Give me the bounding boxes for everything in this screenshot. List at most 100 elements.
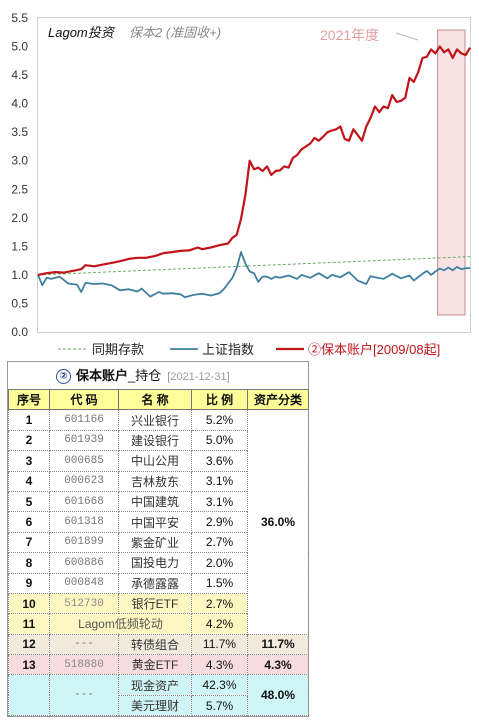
row-no: 4 [8,470,50,492]
table-row: --- 现金资产 42.3% 48.0% [8,674,309,717]
table-row: 12 --- 转债组合 11.7% 11.7% [8,633,309,656]
y-tick-label: 3.5 [11,125,28,139]
row-ratio: 2.7% [191,531,248,554]
row-no: 9 [8,572,50,594]
line-chart: 0.0 0.5 1.0 1.5 2.0 2.5 3.0 3.5 4.0 4.5 5.0 5.5 Lag… [0,0,479,360]
row-code: 000848 [49,572,119,594]
legend: 同期存款 上证指数 ②保本账户[2009/08起] [58,342,440,357]
class-bonds: 11.7% [247,633,309,656]
header-class: 资产分类 [247,388,309,411]
y-tick-label: 1.0 [11,268,28,282]
table-row: 13 518880 黄金ETF 4.3% 4.3% [8,654,309,676]
holdings-panel: ② 保本账户_持仓 [2021-12-31] 序号 代 码 名 称 比 例 资产分类… [7,361,309,718]
table-row: 4 000623 吉林敖东 3.1% [8,470,309,492]
row-ratio: 4.3% [191,654,248,676]
y-tick-label: 4.5 [11,68,28,82]
row-no: 1 [8,409,50,431]
legend-label-0: 同期存款 [92,342,144,357]
row-name: 国投电力 [118,552,192,574]
row-code: 518880 [49,654,119,676]
series-line-1 [37,251,470,299]
row-no: 7 [8,531,50,554]
row-name: 美元理财 [118,694,192,717]
row-code-name: Lagom低频轮动 [49,613,192,635]
row-name: 建设银行 [118,429,192,452]
row-ratio: 1.5% [191,572,248,594]
y-axis: 0.0 0.5 1.0 1.5 2.0 2.5 3.0 3.5 4.0 4.5 5.0 5.5 [11,11,28,339]
header-no: 序号 [8,388,50,411]
row-name: 中国建筑 [118,490,192,513]
y-tick-label: 1.5 [11,239,28,253]
y-tick-label: 0.5 [11,296,28,310]
row-ratio: 2.9% [191,511,248,533]
row-ratio: 5.7% [191,694,248,717]
row-no: 3 [8,450,50,472]
row-no: 10 [8,592,50,615]
row-code: 601668 [49,490,119,513]
class-stocks: 36.0% [247,409,309,635]
y-tick-label: 2.0 [11,211,28,225]
plot-area-border [37,17,471,333]
row-ratio: 5.0% [191,429,248,452]
row-no [8,674,50,717]
row-code: --- [49,633,119,656]
row-code: 601939 [49,429,119,452]
row-name: 中国平安 [118,511,192,533]
y-tick-label: 0.0 [11,325,28,339]
y-tick-label: 4.0 [11,97,28,111]
annotation-leader-line [395,32,419,41]
row-code: 601899 [49,531,119,554]
row-name: 兴业银行 [118,409,192,431]
row-no: 5 [8,490,50,513]
y-tick-label: 3.0 [11,154,28,168]
legend-label-1: 上证指数 [202,342,254,357]
row-code: 512730 [49,592,119,615]
row-ratio: 11.7% [191,633,248,656]
row-name: 黄金ETF [118,654,192,676]
series-layer [37,45,471,299]
row-no: 12 [8,633,50,656]
row-code: 000685 [49,450,119,472]
chart-subtitle: 保本2 (准固收+) [129,25,221,40]
y-tick-label: 2.5 [11,182,28,196]
class-cash: 48.0% [247,674,309,717]
row-code: 600886 [49,552,119,574]
chart-background [0,0,479,360]
row-ratio: 3.1% [191,490,248,513]
row-no: 13 [8,654,50,676]
row-no: 8 [8,552,50,574]
row-ratio: 3.1% [191,470,248,492]
row-code: --- [49,674,119,717]
table-row: 5 601668 中国建筑 3.1% [8,490,309,513]
holdings-title-main: 保本账户 [76,368,129,383]
header-name: 名 称 [118,388,192,411]
table-row: 美元理财 5.7% [9,694,309,717]
chart-title: Lagom投资 [48,25,116,40]
table-header-row: 序号 代 码 名 称 比 例 资产分类 [8,388,309,411]
chart-annotation: 2021年度 [320,27,379,43]
row-ratio: 2.0% [191,552,248,574]
row-code: 000623 [49,470,119,492]
header-ratio: 比 例 [191,388,248,411]
row-ratio: 4.2% [191,613,248,635]
row-name: 中山公用 [118,450,192,472]
holdings-date: [2021-12-31] [167,371,230,383]
table-row: 1 601166 兴业银行 5.2% 36.0% [8,409,309,635]
row-ratio: 5.2% [191,409,248,431]
row-ratio: 3.6% [191,450,248,472]
row-ratio: 42.3% [191,674,248,696]
table-row: 3 000685 中山公用 3.6% [8,450,309,472]
row-code: 601318 [49,511,119,533]
table-row: 10 512730 银行ETF 2.7% [8,592,309,615]
y-tick-label: 5.5 [11,11,28,25]
year-highlight-band [437,29,466,316]
legend-label-2: ②保本账户[2009/08起] [308,342,440,357]
account-badge: ② [56,369,71,384]
row-name: 吉林敖东 [118,470,192,492]
y-tick-label: 5.0 [11,40,28,54]
row-no: 2 [8,429,50,452]
row-name: 现金资产 [118,674,192,696]
row-no: 6 [8,511,50,533]
row-code: 601166 [49,409,119,431]
table-row: 6 601318 中国平安 2.9% [8,511,309,533]
